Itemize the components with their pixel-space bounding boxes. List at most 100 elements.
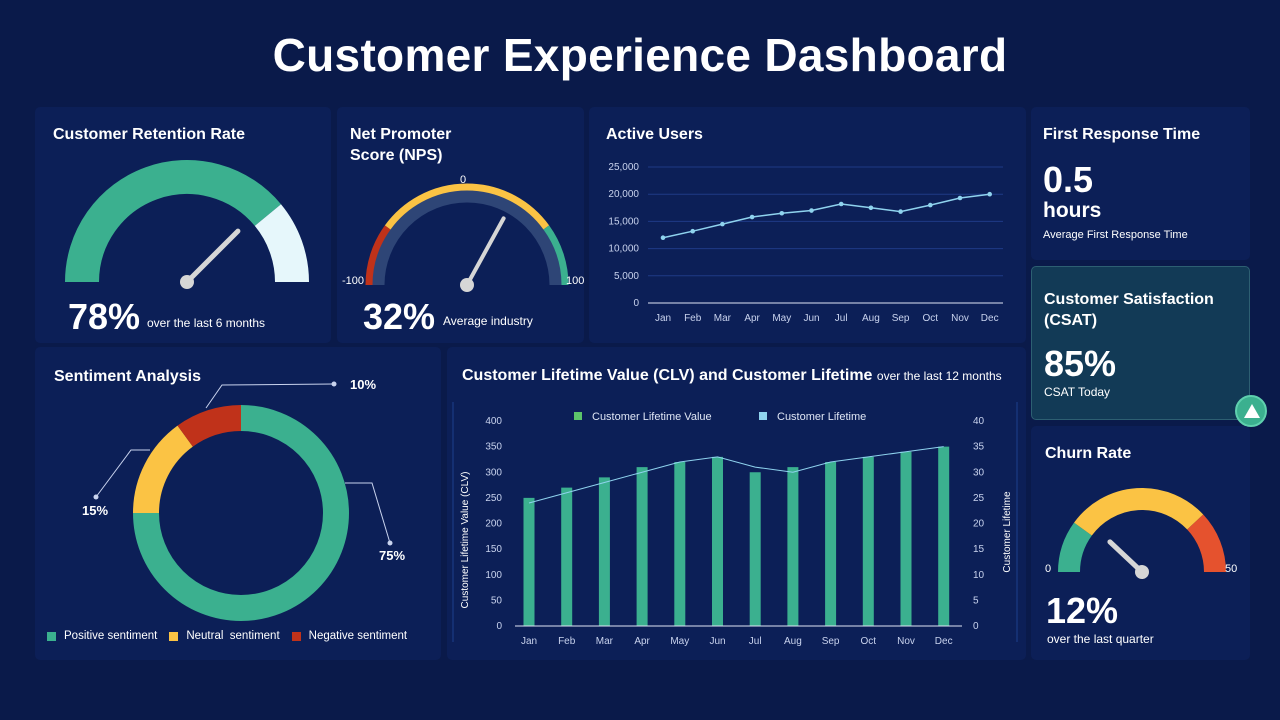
- y2-tick-label: 30: [973, 467, 985, 478]
- gauge-arc-retained: [65, 160, 281, 283]
- churn-title: Churn Rate: [1045, 445, 1132, 462]
- x-tick-label: Apr: [744, 313, 760, 324]
- legend-swatch: [291, 631, 301, 641]
- clv-bar: [712, 456, 723, 626]
- data-point: [838, 201, 844, 207]
- y-tick-label: 25,000: [608, 162, 639, 173]
- x-tick-label: Jan: [655, 313, 671, 324]
- clv-title-text: Customer Lifetime Value (CLV) and Custom…: [462, 367, 873, 384]
- y2-axis-title: Customer Lifetime: [1002, 491, 1013, 573]
- y2-tick-label: 5: [973, 595, 979, 606]
- retention-title: Customer Retention Rate: [53, 126, 246, 143]
- data-point: [957, 195, 963, 201]
- y-tick-label: 0: [496, 621, 502, 632]
- nps-caption: Average industry: [443, 314, 533, 328]
- slice-neutral: [133, 425, 194, 514]
- legend-positive: Positive sentiment: [47, 630, 157, 642]
- nps-gauge: -100 0 100: [342, 174, 584, 292]
- x-tick-label: Sep: [892, 313, 910, 324]
- y-tick-label: 400: [485, 416, 502, 427]
- legend-swatch: [47, 631, 56, 641]
- gauge-needle: [1107, 539, 1145, 575]
- clv-bar: [561, 487, 573, 626]
- y-tick-label: 200: [485, 519, 502, 530]
- active-users-title: Active Users: [606, 126, 703, 143]
- gauge-arc-passives: [384, 183, 550, 230]
- active-users-chart: 0 5,000 10,000 15,000 20,000 25,000 Jan Feb Mar A…: [608, 162, 1003, 324]
- active-users-line: [662, 193, 990, 239]
- y-tick-label: 15,000: [608, 216, 639, 227]
- gauge-arc-promoters: [543, 225, 569, 286]
- x-tick-label: Jul: [749, 636, 762, 647]
- x-tick-label: Aug: [862, 313, 880, 324]
- clv-bar: [938, 446, 950, 626]
- clv-bar: [862, 456, 874, 626]
- callout-line-positive: [345, 482, 391, 544]
- churn-value: 12%: [1046, 590, 1119, 631]
- first-response-value: 0.5: [1043, 159, 1094, 200]
- label-neutral: 15%: [82, 503, 108, 518]
- y2-tick-label: 0: [973, 621, 979, 632]
- callout-line-neutral: [95, 449, 150, 498]
- y2-tick-label: 35: [973, 442, 985, 453]
- first-response-title: First Response Time: [1043, 126, 1201, 143]
- y-tick-label: 10,000: [608, 244, 639, 255]
- y-tick-label: 150: [485, 544, 502, 555]
- data-point: [720, 221, 725, 227]
- legend-label-clv: Customer Lifetime Value: [592, 411, 712, 423]
- gauge-min-label: 0: [1045, 563, 1051, 575]
- y-tick-label: 350: [485, 442, 502, 453]
- first-response-unit: hours: [1043, 199, 1102, 222]
- retention-caption: over the last 6 months: [147, 316, 266, 330]
- x-tick-label: Jun: [803, 313, 819, 324]
- legend-swatch: [169, 631, 179, 641]
- x-tick-label: Oct: [861, 636, 877, 647]
- csat-title-line2: (CSAT): [1044, 312, 1098, 329]
- nps-title-line2: Score (NPS): [350, 147, 443, 164]
- gauge-mid-label: 0: [460, 174, 466, 186]
- gauge-arc-high: [1186, 514, 1226, 573]
- data-point: [660, 235, 666, 241]
- data-point: [928, 202, 933, 208]
- csat-caption: CSAT Today: [1044, 385, 1111, 399]
- gauge-arc-remaining: [254, 204, 309, 283]
- retention-value: 78%: [68, 296, 141, 337]
- legend-swatch-lifetime: [759, 412, 767, 420]
- clv-bar: [674, 462, 686, 626]
- x-tick-label: Aug: [784, 636, 802, 647]
- y2-tick-label: 10: [973, 570, 985, 581]
- callout-line-negative: [205, 383, 335, 409]
- legend-label: Positive sentiment: [64, 630, 158, 642]
- y-tick-label: 250: [485, 493, 502, 504]
- sentiment-donut: 10% 15% 75%: [82, 377, 405, 621]
- gauge-arc-detractors: [365, 225, 391, 286]
- csat-title: Customer Satisfaction (CSAT): [1044, 289, 1214, 331]
- data-point: [690, 228, 695, 234]
- gauge-track: [371, 189, 563, 286]
- legend-neutral: Neutral sentiment: [169, 630, 280, 642]
- y2-tick-label: 15: [973, 544, 985, 555]
- x-tick-label: Nov: [897, 636, 915, 647]
- clv-bar: [900, 451, 912, 626]
- x-tick-label: Feb: [558, 636, 576, 647]
- x-tick-label: Mar: [714, 313, 732, 324]
- csat-card: Customer Satisfaction (CSAT) 85% CSAT Tod…: [1031, 266, 1250, 420]
- slice-negative: [177, 405, 242, 447]
- clv-chart: 0 50 100 150 200 250 300 350 400 0 5 10 15 20 25 30 35 40…: [452, 402, 1018, 647]
- clv-title: Customer Lifetime Value (CLV) and Custom…: [462, 367, 1002, 385]
- first-response-caption: Average First Response Time: [1043, 229, 1188, 241]
- legend-label: Negative sentiment: [308, 630, 408, 642]
- x-tick-label: May: [670, 636, 689, 647]
- legend-swatch-clv: [574, 412, 582, 420]
- y-axis-title: Customer Lifetime Value (CLV): [460, 472, 471, 609]
- legend-negative: Negative sentiment: [291, 630, 408, 642]
- data-point: [779, 210, 785, 216]
- gauge-arc-low: [1058, 522, 1093, 573]
- x-tick-label: Mar: [596, 636, 614, 647]
- gauge-min-label: -100: [342, 275, 364, 287]
- x-tick-label: Nov: [951, 313, 969, 324]
- csat-value: 85%: [1044, 343, 1117, 384]
- x-tick-label: Jun: [709, 636, 725, 647]
- needle-pivot: [460, 278, 474, 292]
- nps-title: Net Promoter Score (NPS): [350, 124, 451, 166]
